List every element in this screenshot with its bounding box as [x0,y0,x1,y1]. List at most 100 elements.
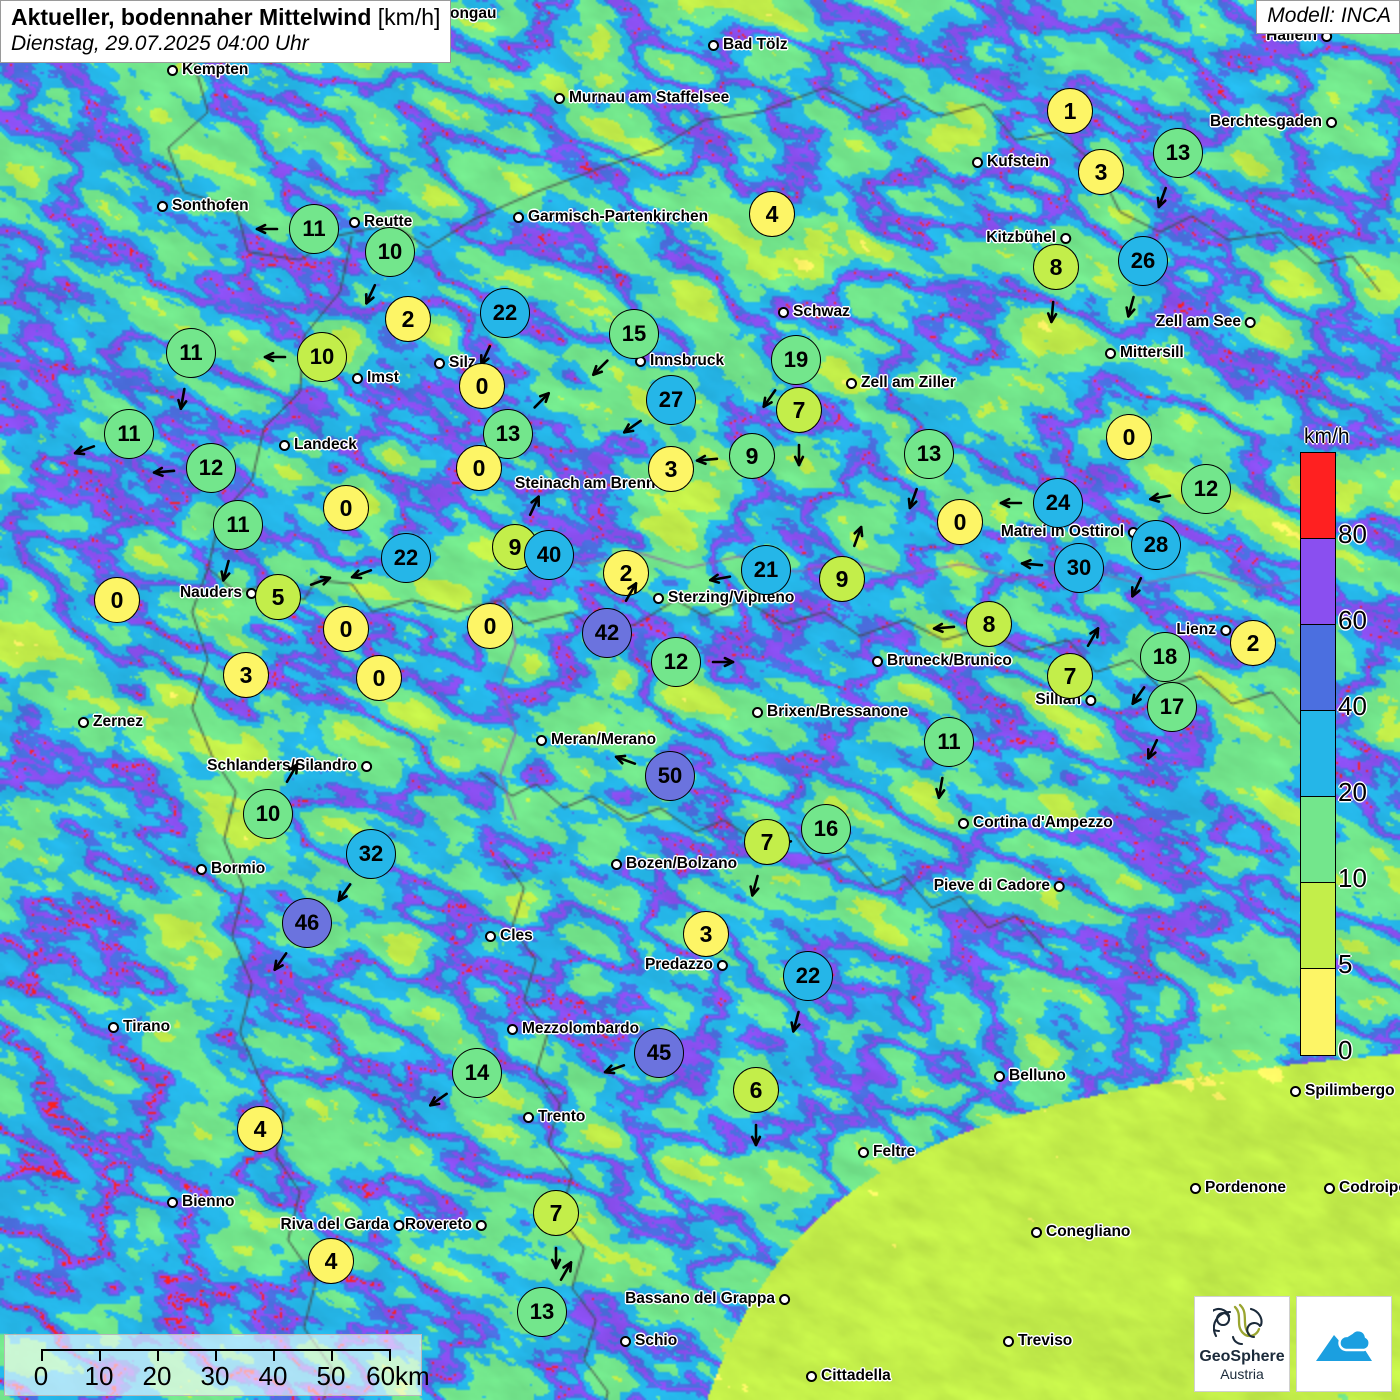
wind-value-bubble[interactable]: 28 [1131,520,1181,570]
wind-value-bubble[interactable]: 22 [783,951,833,1001]
wind-value-bubble[interactable]: 7 [776,387,822,433]
wind-value-bubble[interactable]: 13 [1153,128,1203,178]
city-label: Schio [620,1332,677,1350]
wind-value-bubble[interactable]: 12 [1181,464,1231,514]
scale-label: 60km [366,1361,430,1391]
wind-value-bubble[interactable]: 22 [480,288,530,338]
wind-value-bubble[interactable]: 1 [1047,88,1093,134]
legend-colorbar: km/h 80 60 40 20 10 5 0 [1300,425,1386,1063]
city-name: Murnau am Staffelsee [569,89,730,106]
wind-value-bubble[interactable]: 8 [1033,244,1079,290]
wind-value-bubble[interactable]: 4 [749,191,795,237]
wind-value-bubble[interactable]: 46 [282,898,332,948]
wind-value-bubble[interactable]: 7 [744,819,790,865]
wind-value-bubble[interactable]: 6 [733,1067,779,1113]
scale-label: 50 [316,1361,346,1391]
wind-value-bubble[interactable]: 18 [1140,632,1190,682]
wind-value-bubble[interactable]: 40 [524,530,574,580]
wind-value-bubble[interactable]: 5 [255,574,301,620]
scale-label: 30 [200,1361,230,1391]
wind-value-bubble[interactable]: 3 [683,911,729,957]
wind-value-bubble[interactable]: 32 [346,829,396,879]
wind-value-bubble[interactable]: 24 [1033,478,1083,528]
wind-value-bubble[interactable]: 0 [1106,414,1152,460]
wind-value-bubble[interactable]: 7 [1047,653,1093,699]
wind-value-bubble[interactable]: 21 [741,545,791,595]
wind-value-bubble[interactable]: 0 [323,485,369,531]
wind-value-bubble[interactable]: 2 [1230,620,1276,666]
wind-value-bubble[interactable]: 10 [297,332,347,382]
wind-value-bubble[interactable]: 0 [459,363,505,409]
wind-value-bubble[interactable]: 12 [651,637,701,687]
city-marker-icon [167,1196,178,1208]
wind-value-bubble[interactable]: 19 [771,335,821,385]
city-name: Mezzolombardo [522,1020,640,1037]
scale-bar: 0 10 20 30 40 50 60km [4,1334,430,1396]
city-label: Reutte [349,213,412,231]
wind-value-bubble[interactable]: 3 [648,446,694,492]
wind-value-bubble[interactable]: 45 [634,1028,684,1078]
wind-value-bubble[interactable]: 30 [1054,543,1104,593]
legend-band [1301,883,1335,969]
wind-value-bubble[interactable]: 11 [924,717,974,767]
wind-value-bubble[interactable]: 16 [801,804,851,854]
wind-value-bubble[interactable]: 9 [819,556,865,602]
wind-value-bubble[interactable]: 0 [456,445,502,491]
city-label: Schwaz [778,303,850,321]
wind-value-bubble[interactable]: 0 [94,577,140,623]
wind-value-bubble[interactable]: 13 [517,1287,567,1337]
wind-value-bubble[interactable]: 11 [213,500,263,550]
wind-value-bubble[interactable]: 0 [323,606,369,652]
wind-value-bubble[interactable]: 17 [1147,682,1197,732]
city-label: Sonthofen [157,197,249,215]
city-name: Reutte [364,213,413,230]
city-marker-icon [752,706,763,718]
wind-value-bubble[interactable]: 4 [308,1238,354,1284]
wind-value-bubble[interactable]: 0 [356,655,402,701]
city-name: Bormio [211,860,266,877]
wind-value-bubble[interactable]: 0 [467,603,513,649]
city-marker-icon [554,92,565,104]
wind-value-bubble[interactable]: 22 [381,533,431,583]
wind-value-bubble[interactable]: 0 [937,499,983,545]
wind-value-bubble[interactable]: 14 [452,1048,502,1098]
city-label: Rovereto [405,1216,487,1234]
city-marker-icon [806,1370,817,1382]
city-name: Zell am Ziller [861,374,956,391]
scale-tick [157,1349,159,1361]
wind-value-bubble[interactable]: 10 [243,789,293,839]
wind-value-bubble[interactable]: 11 [289,204,339,254]
wind-value-bubble[interactable]: 27 [646,375,696,425]
wind-value-bubble[interactable]: 10 [365,227,415,277]
city-name: ongau [450,5,497,22]
app-logo [1296,1296,1392,1392]
wind-value-bubble[interactable]: 3 [223,652,269,698]
city-name: Zernez [93,713,143,730]
wind-value-bubble[interactable]: 26 [1118,236,1168,286]
legend-band [1301,539,1335,625]
wind-value-bubble[interactable]: 8 [966,601,1012,647]
wind-value-bubble[interactable]: 11 [166,328,216,378]
wind-value-bubble[interactable]: 12 [186,443,236,493]
wind-value-bubble[interactable]: 50 [645,751,695,801]
page-title: Aktueller, bodennaher Mittelwind [km/h] [11,4,440,31]
city-label: Cles [485,927,533,945]
wind-value-bubble[interactable]: 7 [533,1190,579,1236]
wind-value-bubble[interactable]: 13 [904,429,954,479]
city-name: Steinach am Brenner [515,475,671,492]
city-marker-icon [846,377,857,389]
wind-value-bubble[interactable]: 42 [582,608,632,658]
wind-value-bubble[interactable]: 11 [104,409,154,459]
wind-value-bubble[interactable]: 9 [729,433,775,479]
wind-value-bubble[interactable]: 2 [603,550,649,596]
city-label: Treviso [1003,1332,1072,1350]
legend-tick-label: 80 [1338,519,1367,549]
wind-value-bubble[interactable]: 3 [1078,149,1124,195]
city-name: Bienno [182,1193,235,1210]
city-label: Berchtesgaden [1210,113,1337,131]
city-name: Pordenone [1205,1179,1286,1196]
wind-value-bubble[interactable]: 15 [609,309,659,359]
wind-value-bubble[interactable]: 4 [237,1106,283,1152]
city-label: Innsbruck [635,352,724,370]
wind-value-bubble[interactable]: 2 [385,296,431,342]
